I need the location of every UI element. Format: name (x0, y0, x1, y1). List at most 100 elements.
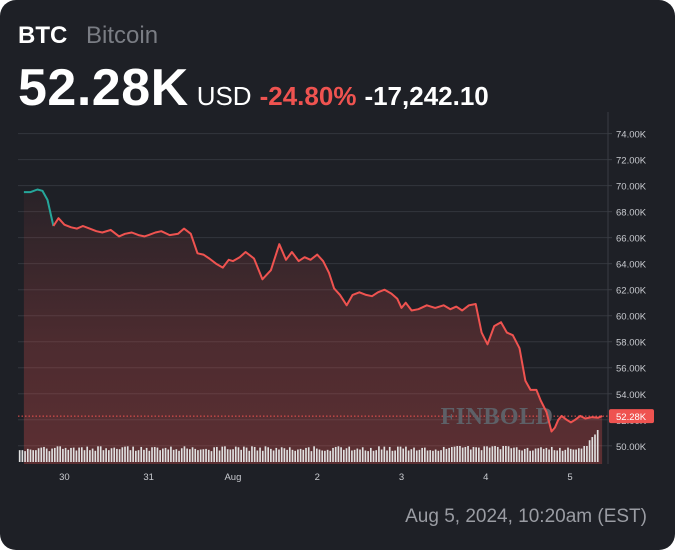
timestamp: Aug 5, 2024, 10:20am (EST) (405, 506, 647, 527)
volume-bar (243, 446, 245, 462)
volume-bar (32, 450, 35, 462)
volume-bar (89, 450, 91, 462)
volume-bar (213, 447, 215, 462)
x-tick-label: Aug (224, 472, 241, 483)
volume-bar (248, 450, 251, 462)
volume-bar (59, 446, 62, 462)
volume-bar (456, 446, 459, 462)
volume-bar (402, 448, 405, 462)
volume-bar (499, 449, 502, 462)
volume-bar (459, 446, 461, 462)
volume-bar (575, 449, 577, 462)
volume-bar (210, 451, 213, 462)
volume-bar (426, 450, 429, 462)
x-tick-label: 5 (567, 472, 572, 483)
volume-bar (324, 450, 326, 462)
y-tick-label: 66.00K (616, 234, 647, 245)
volume-bar (369, 447, 372, 462)
volume-bar (26, 448, 29, 462)
volume-bar (51, 448, 53, 462)
x-tick-label: 3 (399, 472, 404, 483)
volume-bar (118, 449, 121, 462)
volume-bar (272, 450, 275, 462)
volume-bar (472, 446, 475, 462)
price-line (23, 188, 603, 433)
volume-bar (523, 448, 526, 462)
y-tick-label: 58.00K (616, 338, 647, 349)
volume-bar (70, 447, 72, 462)
volume-bar (224, 446, 226, 462)
volume-bar (175, 449, 178, 462)
volume-bar (532, 450, 534, 462)
volume-bar (386, 450, 388, 462)
volume-bar (488, 447, 491, 462)
volume-bar (86, 446, 89, 462)
volume-bar (572, 449, 575, 462)
volume-bar (134, 450, 137, 462)
volume-bar (467, 446, 469, 462)
volume-bar (202, 449, 205, 462)
volume-bar (170, 446, 172, 462)
volume-bar (537, 448, 540, 462)
volume-bar (259, 447, 261, 462)
volume-bar (137, 450, 140, 462)
volume-bar (521, 450, 523, 462)
volume-bar (318, 449, 321, 462)
volume-bar (415, 450, 418, 462)
price-line-up-segment (23, 188, 55, 227)
volume-bar (253, 446, 256, 462)
volume-bar (545, 447, 548, 462)
y-tick-label: 60.00K (616, 312, 647, 323)
volume-bars (18, 430, 599, 462)
volume-bar (64, 447, 67, 462)
volume-bar (586, 446, 588, 462)
volume-bar (372, 450, 375, 462)
volume-bar (18, 450, 21, 462)
volume-bar (494, 446, 496, 462)
volume-bar (434, 449, 437, 462)
volume-bar (556, 450, 559, 462)
volume-bar (577, 448, 580, 462)
volume-bar (164, 447, 167, 462)
volume-bar (245, 447, 248, 462)
volume-bar (380, 449, 383, 462)
volume-bar (221, 446, 224, 462)
volume-bar (294, 450, 297, 462)
volume-bar (464, 446, 467, 462)
volume-bar (407, 450, 410, 462)
volume-bar (469, 449, 472, 462)
volume-bar (229, 449, 232, 462)
volume-bar (191, 447, 194, 462)
volume-bar (410, 449, 413, 462)
volume-bar (480, 450, 483, 462)
volume-bar (218, 450, 221, 462)
volume-bar (78, 447, 80, 462)
volume-bar (129, 450, 132, 462)
volume-bar (240, 449, 242, 462)
volume-bar (348, 446, 351, 462)
volume-bar (421, 447, 423, 462)
volume-bar (148, 450, 151, 462)
volume-bar (451, 446, 453, 462)
volume-bar (513, 447, 515, 462)
volume-bar (280, 447, 283, 462)
volume-bar (275, 447, 278, 462)
volume-bar (121, 447, 124, 462)
volume-bar (483, 446, 486, 462)
volume-bar (542, 448, 545, 462)
volume-bar (461, 447, 464, 462)
y-tick-label: 74.00K (616, 130, 647, 141)
volume-bar (596, 430, 599, 462)
volume-bar (361, 447, 364, 462)
volume-bar (340, 447, 342, 462)
absolute-change: -17,242.10 (364, 81, 489, 111)
volume-bar (102, 450, 105, 462)
volume-bar (342, 449, 345, 462)
volume-bar (507, 446, 510, 462)
volume-bar (140, 446, 143, 462)
y-tick-label: 70.00K (616, 182, 647, 193)
x-tick-label: 31 (143, 472, 154, 483)
volume-bar (291, 449, 294, 462)
